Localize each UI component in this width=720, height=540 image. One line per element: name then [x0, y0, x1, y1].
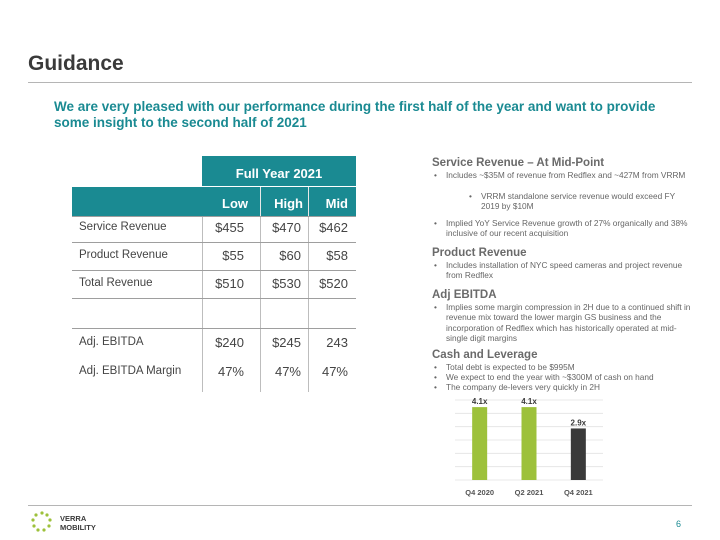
chart-data-label: 4.1x [472, 397, 488, 406]
chart-bar [521, 407, 537, 480]
cell: $462 [319, 220, 348, 235]
table-row-divider [72, 298, 356, 299]
chart-category-label: Q4 2021 [564, 488, 593, 497]
page-subtitle: We are very pleased with our performance… [54, 99, 656, 130]
leverage-bar-chart: 4.1x Q4 2020 4.1x Q2 2021 2.9x Q4 2021 [455, 397, 603, 497]
footer-divider [28, 505, 692, 506]
table-row-divider [72, 242, 356, 243]
logo-line1: VERRA [60, 514, 87, 523]
cell: $510 [215, 276, 244, 291]
chart-bar [570, 428, 586, 480]
verra-mobility-logo: VERRA MOBILITY [31, 511, 96, 532]
page-title: Guidance [28, 52, 124, 75]
table-header-divider [202, 186, 356, 187]
column-header-mid: Mid [325, 196, 348, 211]
title-divider [28, 82, 692, 83]
section-heading-cash-leverage: Cash and Leverage [432, 349, 538, 361]
cell: $55 [222, 248, 244, 263]
bullet: Includes installation of NYC speed camer… [432, 260, 694, 281]
table-vertical-line [308, 216, 309, 392]
column-header-high: High [274, 196, 303, 211]
page-number: 6 [676, 519, 682, 529]
cell: 47% [321, 364, 348, 379]
sub-bullet: VRRM standalone service revenue would ex… [466, 191, 694, 212]
cell: 47% [217, 364, 244, 379]
row-label-adj-ebitda-margin: Adj. EBITDA Margin [79, 365, 182, 377]
section-heading-product-revenue: Product Revenue [432, 247, 527, 259]
col-divider [260, 187, 261, 216]
chart-category-label: Q2 2021 [515, 488, 544, 497]
row-label-adj-ebitda: Adj. EBITDA [79, 336, 144, 348]
cell: $245 [272, 335, 301, 350]
row-label-product-revenue: Product Revenue [79, 249, 168, 261]
chart-data-label: 2.9x [571, 418, 587, 427]
cell: $240 [215, 335, 244, 350]
section-heading-service-revenue: Service Revenue – At Mid-Point [432, 157, 605, 169]
column-header-low: Low [222, 196, 248, 211]
table-row-divider [72, 216, 356, 217]
table-caption: Full Year 2021 [235, 166, 323, 181]
bullet: The company de-levers very quickly in 2H [432, 382, 694, 393]
row-label-total-revenue: Total Revenue [79, 277, 153, 289]
table-vertical-line [202, 216, 203, 392]
col-divider [308, 187, 309, 216]
chart-data-label: 4.1x [521, 397, 537, 406]
cell: $455 [215, 220, 244, 235]
cell: 47% [274, 364, 301, 379]
row-label-service-revenue: Service Revenue [79, 221, 167, 233]
bullet: We expect to end the year with ~$300M of… [432, 372, 694, 383]
bullet: Total debt is expected to be $995M [432, 362, 694, 373]
chart-bar [472, 407, 488, 480]
chart-category-label: Q4 2020 [465, 488, 494, 497]
bullet: Implies some margin compression in 2H du… [432, 302, 694, 344]
bullet: Includes ~$35M of revenue from Redflex a… [432, 170, 694, 181]
table-label-header [72, 187, 202, 216]
cell: $470 [272, 220, 301, 235]
cell: 243 [326, 335, 348, 350]
cell: $60 [279, 248, 301, 263]
section-heading-adj-ebitda: Adj EBITDA [432, 289, 497, 301]
table-row-divider [72, 270, 356, 271]
table-vertical-line [260, 216, 261, 392]
cell: $530 [272, 276, 301, 291]
cell: $520 [319, 276, 348, 291]
bullet: Implied YoY Service Revenue growth of 27… [432, 218, 694, 239]
logo-line2: MOBILITY [60, 523, 96, 532]
table-row-divider [72, 328, 356, 329]
cell: $58 [326, 248, 348, 263]
